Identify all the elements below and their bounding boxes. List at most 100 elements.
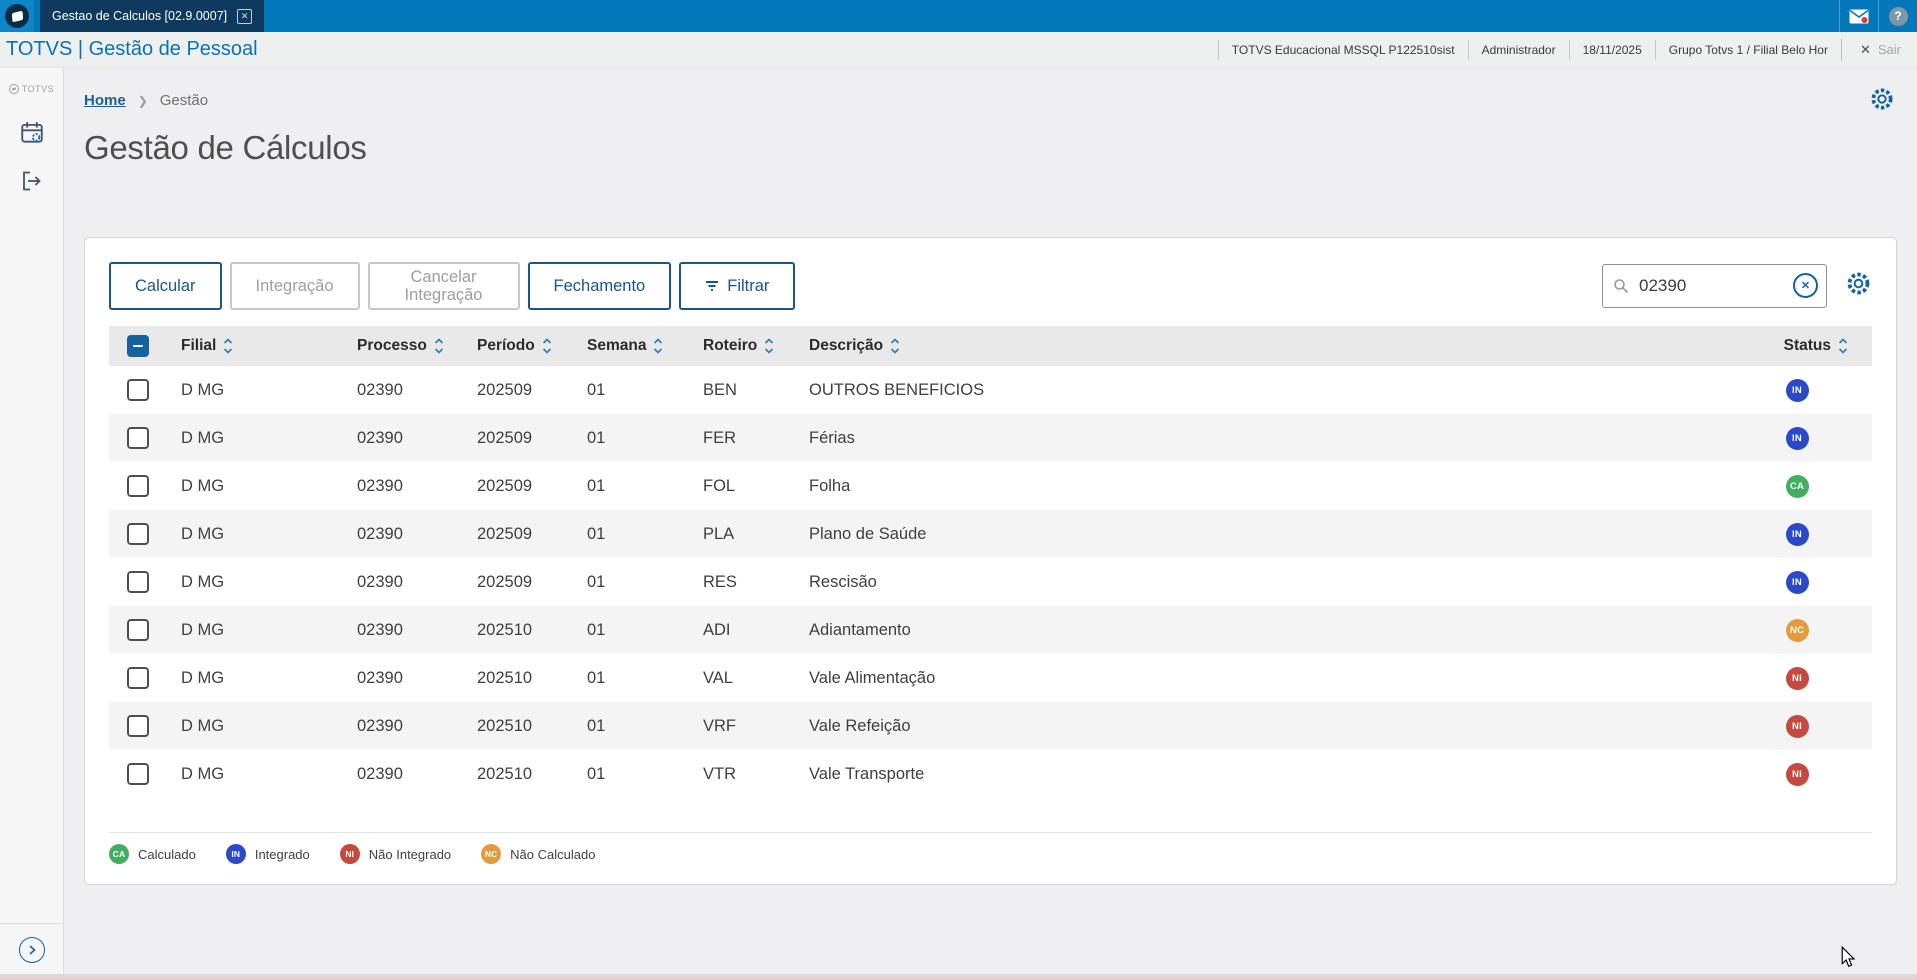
row-checkbox[interactable]: [127, 571, 149, 593]
table-row[interactable]: D MG 02390 202510 01 VRF Vale Refeição NI: [109, 702, 1872, 750]
cell-filial: D MG: [181, 428, 225, 447]
row-checkbox[interactable]: [127, 619, 149, 641]
column-label-descricao: Descrição: [809, 337, 884, 354]
search-clear-button[interactable]: ✕: [1793, 273, 1818, 298]
sidebar-item-calendar-settings[interactable]: [19, 120, 45, 151]
cell-processo: 02390: [357, 428, 403, 447]
window-tab[interactable]: Gestao de Calculos [02.9.0007] ✕: [40, 0, 265, 32]
breadcrumb-home-link[interactable]: Home: [84, 92, 126, 109]
status-badge: IN: [1785, 522, 1809, 546]
help-button[interactable]: ?: [1878, 0, 1917, 32]
tab-close-icon[interactable]: ✕: [237, 8, 253, 24]
cell-filial: D MG: [181, 476, 225, 495]
table-row[interactable]: D MG 02390 202509 01 PLA Plano de Saúde IN: [109, 510, 1872, 558]
cell-descricao: Rescisão: [809, 572, 877, 591]
table-settings-button[interactable]: [1845, 270, 1872, 302]
legend-badge: NI: [339, 844, 360, 864]
integracao-button: Integração: [229, 262, 360, 310]
app-header: TOTVS | Gestão de Pessoal TOTVS Educacio…: [0, 32, 1917, 68]
cell-periodo: 202509: [477, 380, 533, 399]
cell-descricao: Vale Alimentação: [809, 668, 936, 687]
cell-roteiro: FER: [703, 428, 736, 447]
column-header-semana[interactable]: Semana: [579, 337, 695, 355]
table-row[interactable]: D MG 02390 202509 01 FOL Folha CA: [109, 462, 1872, 510]
cell-semana: 01: [587, 428, 606, 447]
cancelar-integracao-button: Cancelar Integração: [367, 262, 520, 310]
logout-button[interactable]: ✕ Sair: [1840, 38, 1917, 61]
legend-label: Não Calculado: [510, 846, 596, 862]
cell-semana: 01: [587, 524, 606, 543]
chevron-right-icon: [28, 945, 36, 955]
cell-periodo: 202509: [477, 476, 533, 495]
legend-badge: IN: [225, 844, 246, 864]
cell-roteiro: VRF: [703, 716, 736, 735]
cell-semana: 01: [587, 380, 606, 399]
row-checkbox[interactable]: [127, 427, 149, 449]
cell-semana: 01: [587, 620, 606, 639]
column-label-status: Status: [1783, 337, 1831, 354]
info-divider: [1654, 39, 1656, 60]
legend-label: Calculado: [138, 846, 196, 862]
status-badge: IN: [1785, 570, 1809, 594]
fechamento-button[interactable]: Fechamento: [527, 262, 672, 310]
sort-icon: [765, 338, 774, 354]
column-header-filial[interactable]: Filial: [173, 337, 349, 355]
status-badge: CA: [1785, 474, 1809, 498]
cell-roteiro: PLA: [703, 524, 735, 543]
cell-semana: 01: [587, 668, 606, 687]
info-divider: [1217, 39, 1219, 60]
status-badge: NI: [1785, 762, 1809, 786]
mail-button[interactable]: [1839, 0, 1878, 32]
table-row[interactable]: D MG 02390 202509 01 FER Férias IN: [109, 414, 1872, 462]
row-checkbox[interactable]: [127, 763, 149, 785]
cell-semana: 01: [587, 572, 606, 591]
page-settings-button[interactable]: [1869, 86, 1895, 117]
row-checkbox[interactable]: [127, 523, 149, 545]
status-badge: NC: [1785, 618, 1809, 642]
main-content: Home ❯ Gestão Gestão de Cálculos Calcula…: [64, 68, 1917, 979]
column-header-descricao[interactable]: Descrição: [801, 337, 1722, 355]
table-row[interactable]: D MG 02390 202509 01 RES Rescisão IN: [109, 558, 1872, 606]
column-header-roteiro[interactable]: Roteiro: [695, 337, 801, 355]
session-info-item: 18/11/2025: [1582, 42, 1642, 57]
legend-item: NI Não Integrado: [339, 844, 451, 864]
column-header-processo[interactable]: Processo: [349, 337, 469, 355]
table-row[interactable]: D MG 02390 202509 01 BEN OUTROS BENEFICIOS IN: [109, 366, 1872, 414]
table-row[interactable]: D MG 02390 202510 01 VAL Vale Alimentação NI: [109, 654, 1872, 702]
cell-roteiro: ADI: [703, 620, 731, 639]
row-checkbox[interactable]: [127, 715, 149, 737]
column-header-periodo[interactable]: Período: [469, 337, 579, 355]
filtrar-button[interactable]: Filtrar: [679, 262, 796, 310]
gear-icon: [1847, 272, 1870, 295]
cell-semana: 01: [587, 716, 606, 735]
totvs-logo[interactable]: [0, 0, 34, 32]
cell-processo: 02390: [357, 716, 403, 735]
row-checkbox[interactable]: [127, 379, 149, 401]
search-input[interactable]: [1602, 264, 1827, 308]
column-header-status[interactable]: Status: [1722, 337, 1872, 355]
cell-filial: D MG: [181, 524, 225, 543]
session-info: TOTVS Educacional MSSQL P122510sist Admin…: [1217, 32, 1841, 67]
status-badge: NI: [1785, 666, 1809, 690]
calcular-button[interactable]: Calcular: [109, 262, 222, 310]
table-row[interactable]: D MG 02390 202510 01 VTR Vale Transporte NI: [109, 750, 1872, 798]
sort-icon: [224, 338, 233, 354]
sort-icon: [654, 338, 663, 354]
column-label-filial: Filial: [181, 337, 217, 354]
row-checkbox[interactable]: [127, 667, 149, 689]
cell-descricao: Plano de Saúde: [809, 524, 927, 543]
session-info-item: TOTVS Educacional MSSQL P122510sist: [1231, 42, 1455, 57]
cell-roteiro: FOL: [703, 476, 736, 495]
table-header: Filial Processo Período Semana Roteiro Descri…: [109, 326, 1872, 366]
sidebar-expand-button[interactable]: [18, 937, 45, 963]
sidebar-item-logout[interactable]: [20, 169, 44, 198]
row-checkbox[interactable]: [127, 475, 149, 497]
select-all-checkbox[interactable]: [127, 335, 149, 357]
cell-filial: D MG: [181, 668, 225, 687]
bottom-scrollbar[interactable]: [0, 974, 1917, 979]
sidebar: TOTVS: [0, 68, 64, 979]
cell-periodo: 202509: [477, 428, 533, 447]
table-row[interactable]: D MG 02390 202510 01 ADI Adiantamento NC: [109, 606, 1872, 654]
cell-filial: D MG: [181, 764, 225, 783]
cell-roteiro: VTR: [703, 764, 736, 783]
